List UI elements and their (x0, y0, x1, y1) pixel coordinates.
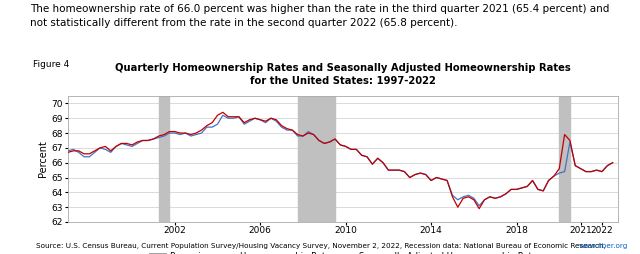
Text: The homeownership rate of 66.0 percent was higher than the rate in the third qua: The homeownership rate of 66.0 percent w… (30, 4, 609, 28)
Text: www.nber.org: www.nber.org (579, 243, 628, 249)
Text: Quarterly Homeownership Rates and Seasonally Adjusted Homeownership Rates: Quarterly Homeownership Rates and Season… (115, 63, 571, 73)
Bar (559, 96, 570, 222)
Legend: Recession, Homeownership Rate, Seasonally Adjusted Homeownership Rate: Recession, Homeownership Rate, Seasonall… (146, 249, 540, 254)
Y-axis label: Percent: Percent (38, 140, 48, 178)
Bar (298, 96, 335, 222)
Text: Figure 4: Figure 4 (33, 60, 69, 69)
Text: Source: U.S. Census Bureau, Current Population Survey/Housing Vacancy Survey, No: Source: U.S. Census Bureau, Current Popu… (36, 243, 609, 249)
Text: for the United States: 1997-2022: for the United States: 1997-2022 (250, 76, 436, 86)
Bar (159, 96, 170, 222)
